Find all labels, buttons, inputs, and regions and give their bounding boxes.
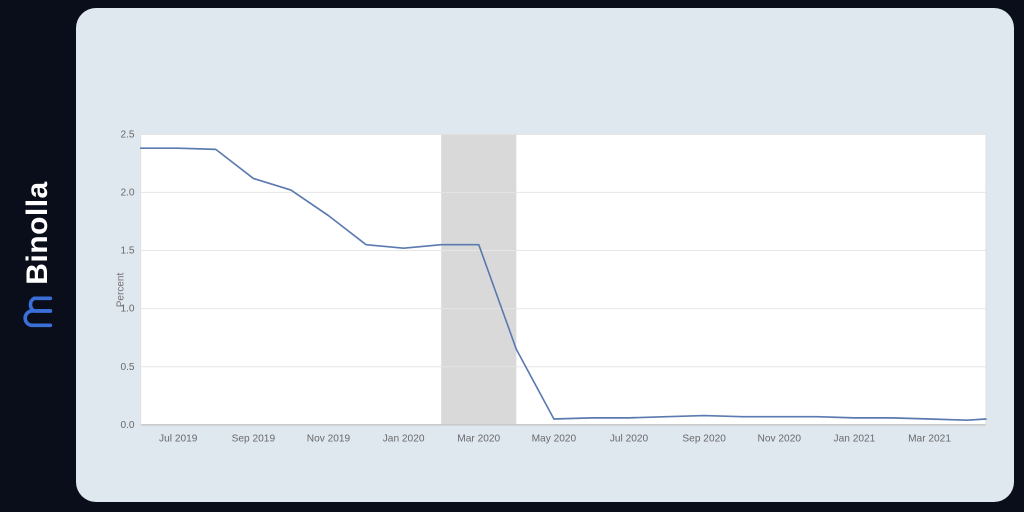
- svg-text:Jul 2019: Jul 2019: [159, 433, 198, 444]
- sidebar: Binolla: [0, 0, 76, 512]
- y-axis-label: Percent: [116, 273, 127, 307]
- svg-text:2.0: 2.0: [120, 187, 134, 198]
- svg-text:Mar 2020: Mar 2020: [457, 433, 500, 444]
- chart-panel: Percent 0.00.51.01.52.02.5Jul 2019Sep 20…: [76, 8, 1014, 502]
- brand-name: Binolla: [21, 181, 55, 285]
- brand: Binolla: [20, 181, 56, 331]
- svg-text:Sep 2019: Sep 2019: [232, 433, 276, 444]
- chart-container: Percent 0.00.51.01.52.02.5Jul 2019Sep 20…: [98, 128, 992, 452]
- svg-text:Sep 2020: Sep 2020: [682, 433, 726, 444]
- svg-text:May 2020: May 2020: [532, 433, 577, 444]
- svg-text:Jul 2020: Jul 2020: [610, 433, 649, 444]
- svg-text:Jan 2021: Jan 2021: [834, 433, 876, 444]
- svg-text:Nov 2019: Nov 2019: [307, 433, 351, 444]
- svg-text:2.5: 2.5: [120, 129, 134, 140]
- svg-text:Jan 2020: Jan 2020: [383, 433, 425, 444]
- svg-text:Mar 2021: Mar 2021: [908, 433, 951, 444]
- svg-text:0.0: 0.0: [120, 420, 134, 431]
- svg-text:0.5: 0.5: [120, 362, 134, 373]
- line-chart: 0.00.51.01.52.02.5Jul 2019Sep 2019Nov 20…: [98, 128, 992, 452]
- svg-text:1.5: 1.5: [120, 246, 134, 257]
- svg-text:Nov 2020: Nov 2020: [758, 433, 802, 444]
- brand-logo-icon: [20, 295, 56, 331]
